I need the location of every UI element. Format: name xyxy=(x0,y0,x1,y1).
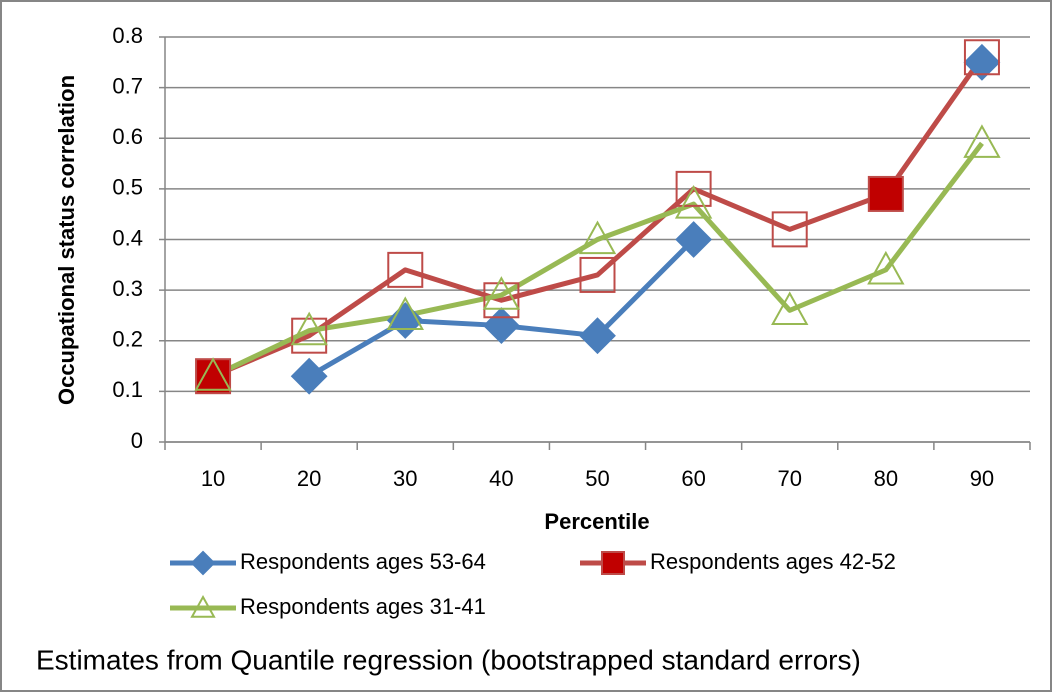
x-tick-label: 70 xyxy=(777,466,801,491)
x-tick-label: 50 xyxy=(585,466,609,491)
series-line xyxy=(211,141,984,379)
y-axis-title: Occupational status correlation xyxy=(54,75,79,405)
marker xyxy=(291,317,328,354)
marker xyxy=(867,175,904,212)
legend-label: Respondents ages 53-64 xyxy=(240,549,486,574)
y-tick-label: 0.7 xyxy=(112,73,143,98)
marker xyxy=(771,291,809,325)
y-tick-label: 0.5 xyxy=(112,175,143,200)
marker xyxy=(387,251,424,288)
marker xyxy=(867,250,905,285)
marker xyxy=(675,170,712,207)
legend-label: Respondents ages 42-52 xyxy=(650,549,896,574)
x-tick-label: 10 xyxy=(201,466,225,491)
y-tick-label: 0.8 xyxy=(112,23,143,48)
x-axis-title: Percentile xyxy=(544,509,649,534)
marker xyxy=(963,43,1001,81)
marker xyxy=(579,317,616,355)
marker xyxy=(579,256,616,293)
x-tick-label: 60 xyxy=(681,466,705,491)
x-tick-label: 40 xyxy=(489,466,513,491)
caption: Estimates from Quantile regression (boot… xyxy=(36,644,861,675)
legend-label: Respondents ages 31-41 xyxy=(240,594,486,619)
y-tick-label: 0 xyxy=(131,428,143,453)
marker xyxy=(190,550,216,576)
y-tick-label: 0.2 xyxy=(112,327,143,352)
x-tick-label: 80 xyxy=(874,466,898,491)
marker xyxy=(483,282,520,319)
x-tick-label: 90 xyxy=(970,466,994,491)
marker xyxy=(771,211,808,248)
y-tick-label: 0.6 xyxy=(112,124,143,149)
marker xyxy=(190,594,216,618)
marker xyxy=(578,220,617,255)
y-tick-label: 0.3 xyxy=(112,276,143,301)
marker xyxy=(482,276,521,310)
y-tick-label: 0.1 xyxy=(112,377,143,402)
marker xyxy=(963,124,1001,158)
marker xyxy=(194,357,232,391)
marker xyxy=(675,221,713,258)
series-line xyxy=(212,55,984,379)
marker xyxy=(386,296,424,331)
marker xyxy=(963,39,1000,76)
x-tick-label: 20 xyxy=(297,466,321,491)
marker xyxy=(290,311,328,346)
marker xyxy=(195,358,232,395)
marker xyxy=(601,551,625,575)
x-tick-label: 30 xyxy=(393,466,417,491)
marker xyxy=(290,357,328,395)
marker xyxy=(674,185,713,219)
y-tick-label: 0.4 xyxy=(112,225,143,250)
